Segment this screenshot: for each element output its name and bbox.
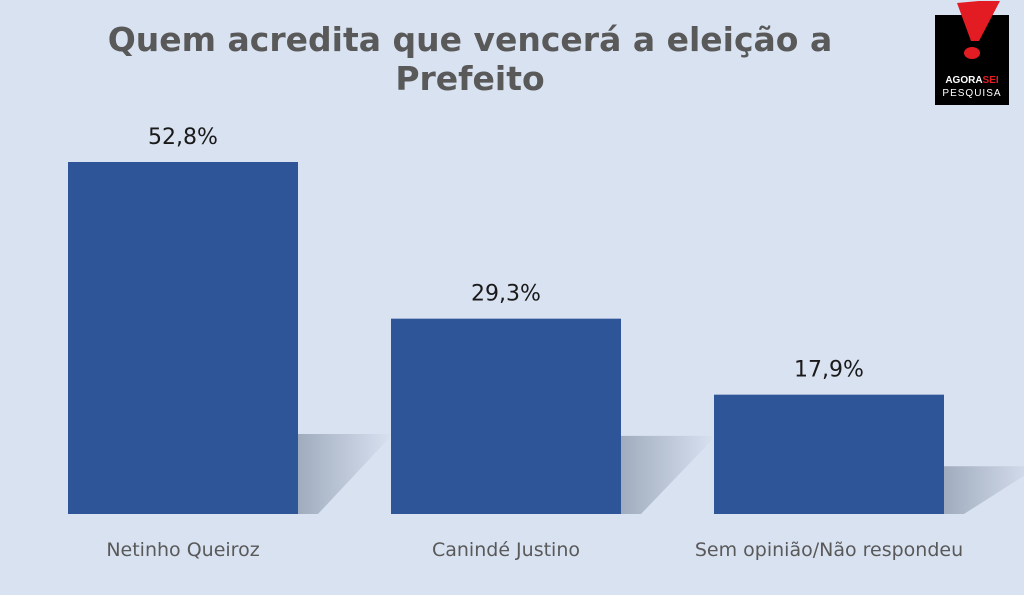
bar-shadow: [298, 434, 393, 514]
logo-wordmark-main: AGORA: [945, 75, 983, 86]
logo-subtitle: PESQUISA: [942, 88, 1002, 99]
bar: [391, 318, 621, 514]
bar-shadow: [621, 435, 716, 514]
bar-value-label: 17,9%: [794, 358, 864, 383]
bar-value-label: 29,3%: [471, 282, 541, 307]
exclamation-icon: [957, 1, 1000, 59]
category-label: Netinho Queiroz: [106, 539, 259, 561]
logo-wordmark: AGORASEI: [935, 75, 1009, 86]
bar-value-label: 52,8%: [148, 125, 218, 150]
bar: [68, 162, 298, 514]
bar-shadow: [944, 466, 1024, 514]
chart-title: Quem acredita que vencerá a eleição a Pr…: [107, 20, 833, 98]
bar: [714, 394, 944, 514]
logo: AGORASEI PESQUISA: [935, 1, 1009, 105]
logo-wordmark-accent: SEI: [982, 75, 999, 86]
category-label: Sem opinião/Não respondeu: [695, 539, 963, 561]
category-label: Canindé Justino: [432, 539, 580, 561]
